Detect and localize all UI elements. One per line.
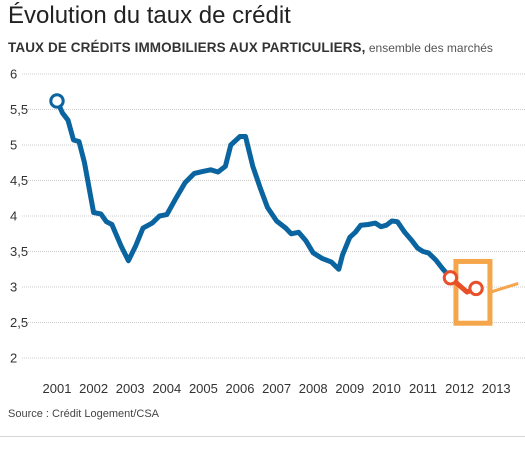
- x-tick-label: 2010: [372, 381, 401, 396]
- x-tick-label: 2005: [189, 381, 218, 396]
- series-line-main: [54, 98, 453, 281]
- x-tick-label: 2011: [409, 381, 437, 396]
- bottom-divider: [0, 436, 525, 437]
- x-tick-label: 2006: [226, 381, 255, 396]
- callout-pointer: [490, 282, 519, 294]
- highlight-box: [453, 258, 493, 326]
- x-tick-label: 2009: [335, 381, 364, 396]
- x-tick-label: 2007: [262, 381, 291, 396]
- x-tick-label: 2012: [445, 381, 474, 396]
- chart-subtitle: TAUX DE CRÉDITS IMMOBILIERS AUX PARTICUL…: [8, 40, 493, 55]
- x-tick-label: 2008: [299, 381, 328, 396]
- y-tick-label: 6: [10, 67, 17, 82]
- x-tick-label: 2002: [79, 381, 108, 396]
- x-tick-label: 2001: [43, 381, 72, 396]
- source-note: Source : Crédit Logement/CSA: [8, 408, 160, 420]
- y-axis-ticks: 2 2,5 3 3,5 4 4,5 5 5,5 6: [10, 67, 28, 366]
- point-markers: [49, 93, 484, 297]
- subtitle-qualifier: ensemble des marchés: [365, 41, 493, 55]
- x-tick-label: 2004: [152, 381, 181, 396]
- y-tick-label: 4,5: [10, 173, 28, 188]
- y-tick-label: 4: [10, 209, 17, 224]
- recent-end-marker: [468, 280, 484, 297]
- y-tick-label: 5: [10, 138, 17, 153]
- y-tick-label: 2,5: [10, 315, 28, 330]
- x-tick-label: 2013: [482, 381, 511, 396]
- y-tick-label: 5,5: [10, 102, 28, 117]
- x-axis-ticks: 2001 2002 2003 2004 2005 2006 2007 2008 2009 2010…: [43, 381, 511, 396]
- chart-title: Évolution du taux de crédit: [8, 2, 291, 29]
- y-tick-label: 2: [10, 351, 17, 366]
- series-group: [54, 98, 479, 295]
- start-point-marker: [49, 93, 65, 109]
- recent-start-marker: [442, 270, 459, 286]
- highlight-box-group: [453, 258, 519, 326]
- y-tick-label: 3,5: [10, 244, 28, 259]
- x-tick-label: 2003: [116, 381, 145, 396]
- y-tick-label: 3: [10, 280, 17, 295]
- subtitle-main: TAUX DE CRÉDITS IMMOBILIERS AUX PARTICUL…: [8, 40, 366, 55]
